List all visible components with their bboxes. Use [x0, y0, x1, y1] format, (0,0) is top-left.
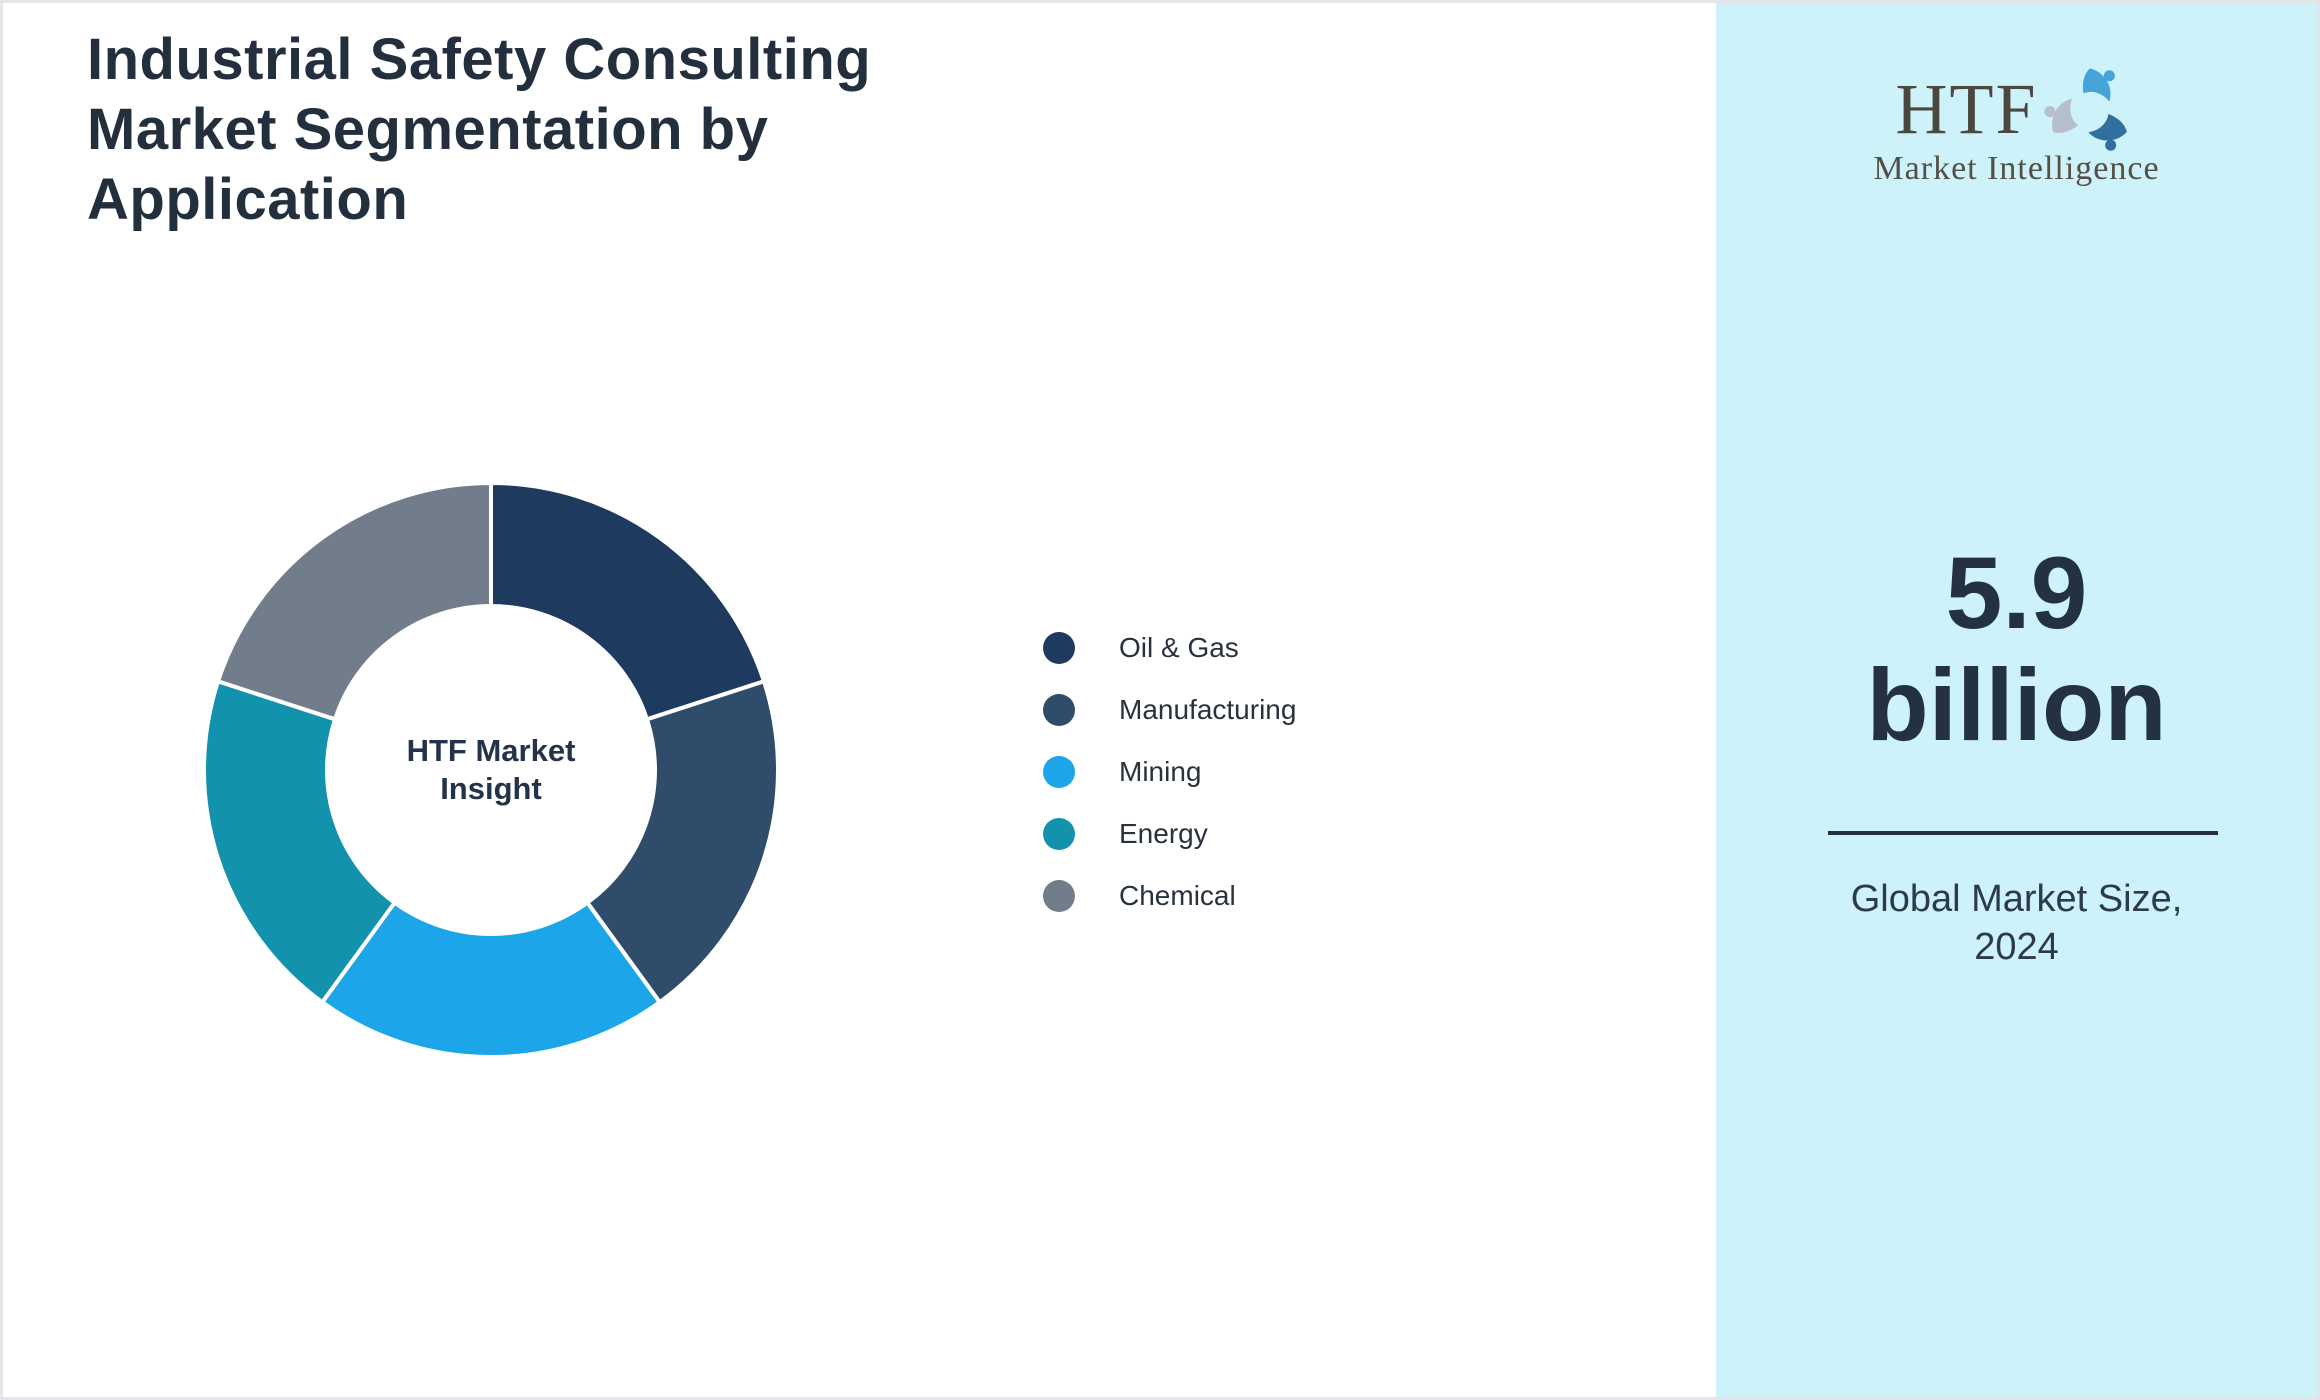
legend-swatch-icon: [1043, 694, 1075, 726]
legend-label: Mining: [1119, 756, 1202, 787]
htf-logo-text: HTF: [1895, 69, 2038, 149]
stat-value-line-2: billion: [1866, 648, 2167, 762]
legend-swatch-icon: [1043, 632, 1075, 664]
legend-swatch-icon: [1043, 756, 1075, 788]
legend-label: Chemical: [1119, 880, 1236, 911]
swirl-arm: [2043, 98, 2078, 134]
legend-label: Oil & Gas: [1119, 632, 1239, 663]
chart-legend: Oil & Gas Manufacturing Mining Energy Chemic…: [1043, 632, 1296, 912]
legend-item: Chemical: [1043, 880, 1296, 912]
htf-logo: HTF Market Intelligence: [1716, 61, 2317, 187]
stat-label-line-2: 2024: [1974, 926, 2059, 968]
htf-logo-row: HTF: [1895, 61, 2137, 157]
legend-item: Oil & Gas: [1043, 632, 1296, 664]
market-size-stat: 5.9 billion: [1716, 537, 2317, 761]
legend-item: Manufacturing: [1043, 694, 1296, 726]
stat-label-line-1: Global Market Size,: [1850, 878, 2183, 920]
stat-label: Global Market Size, 2024: [1716, 875, 2317, 971]
page-title: Industrial Safety Consulting Market Segm…: [87, 27, 872, 232]
donut-chart: HTF Market Insight: [191, 470, 791, 1070]
legend-label: Energy: [1119, 818, 1208, 849]
donut-chart-svg: [202, 480, 780, 1059]
stat-value-line-1: 5.9: [1945, 536, 2088, 650]
donut-segment-energy: [202, 678, 398, 1005]
legend-label: Manufacturing: [1119, 694, 1297, 725]
donut-segment-manufacturing: [584, 678, 780, 1005]
donut-segment-mining: [319, 899, 663, 1059]
donut-segment-chemical: [215, 480, 493, 722]
stat-divider: [1828, 831, 2218, 835]
legend-swatch-icon: [1043, 818, 1075, 850]
legend-item: Mining: [1043, 756, 1296, 788]
legend-item: Energy: [1043, 818, 1296, 850]
swirl-arm: [2082, 68, 2115, 102]
htf-logo-subtext: Market Intelligence: [1873, 150, 2160, 187]
htf-logo-swirl-icon: [2043, 68, 2127, 151]
legend-swatch-icon: [1043, 880, 1075, 912]
sidebar: HTF Market Intelligence 5.9: [1716, 3, 2317, 1397]
donut-segment-oil-gas: [489, 480, 767, 722]
swirl-arm: [2087, 114, 2127, 151]
